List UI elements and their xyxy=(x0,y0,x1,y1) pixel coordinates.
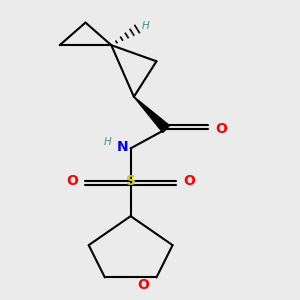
Text: O: O xyxy=(138,278,149,292)
Text: O: O xyxy=(66,174,78,188)
Text: S: S xyxy=(126,174,136,188)
Polygon shape xyxy=(134,97,170,133)
Text: N: N xyxy=(117,140,128,154)
Text: H: H xyxy=(104,137,112,147)
Text: O: O xyxy=(183,174,195,188)
Text: H: H xyxy=(141,21,149,31)
Text: O: O xyxy=(215,122,227,136)
